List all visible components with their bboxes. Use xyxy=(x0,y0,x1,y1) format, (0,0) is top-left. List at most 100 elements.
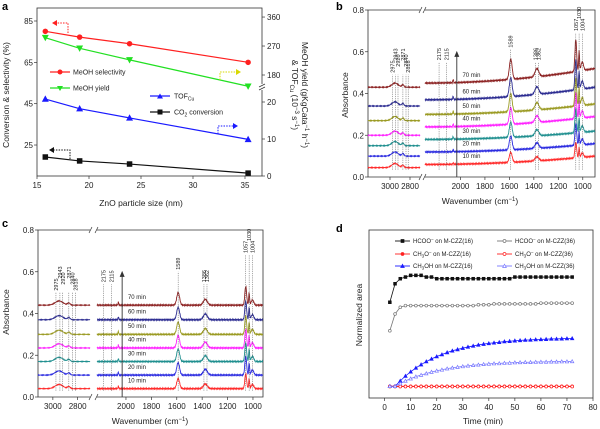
data-point xyxy=(445,276,449,281)
data-point xyxy=(439,352,445,357)
trace-time-label: 20 min xyxy=(128,365,146,371)
data-point xyxy=(565,384,569,389)
y-tick-label: 0.2 xyxy=(353,131,365,140)
data-point xyxy=(424,275,429,279)
data-point xyxy=(403,373,408,378)
data-point xyxy=(554,275,559,279)
x-tick-label: 2000 xyxy=(117,402,135,411)
data-point xyxy=(455,276,460,281)
peak-label: 2840 xyxy=(71,272,77,284)
x-tick-label: 40 xyxy=(484,403,493,412)
series-line-2 xyxy=(45,98,249,140)
data-point xyxy=(455,364,460,369)
data-point xyxy=(565,275,569,279)
spectrum-trace-left xyxy=(367,100,421,108)
y-right-tick-label: 180 xyxy=(267,71,281,80)
x-tick-label: 3000 xyxy=(44,402,62,411)
data-point xyxy=(388,329,392,333)
y-tick-label: 0.8 xyxy=(353,6,365,15)
panel-d-ylabel: Normalized area xyxy=(354,284,364,347)
data-point xyxy=(461,303,465,308)
spectrum-trace-left xyxy=(367,150,421,158)
data-point xyxy=(533,359,538,364)
data-point xyxy=(398,305,403,310)
data-point xyxy=(539,275,543,279)
data-point xyxy=(513,384,517,389)
data-point xyxy=(388,300,392,304)
data-point xyxy=(434,384,439,389)
data-point xyxy=(461,384,465,389)
data-point xyxy=(476,303,481,307)
arrow-up-icon xyxy=(119,270,125,277)
peak-label: 1362 xyxy=(205,270,211,282)
data-point xyxy=(450,365,455,370)
data-point xyxy=(408,303,413,308)
spectrum-trace-right xyxy=(424,39,596,86)
data-point xyxy=(424,303,429,308)
data-point xyxy=(424,371,429,376)
y-tick-label: 0.4 xyxy=(353,90,365,99)
data-point xyxy=(450,303,455,308)
data-point xyxy=(543,359,549,364)
data-point xyxy=(554,301,559,305)
x-tick-label: 1200 xyxy=(549,182,567,191)
y-tick-label: 0.6 xyxy=(353,48,365,57)
data-point xyxy=(244,83,252,90)
data-point xyxy=(523,337,528,342)
panel-b-ylabel: Absorbance xyxy=(340,72,350,118)
data-point xyxy=(564,359,570,364)
panel-d-xlabel: Time (min) xyxy=(463,416,503,426)
x-tick-label: 1000 xyxy=(244,402,262,411)
data-point xyxy=(465,363,471,368)
data-point xyxy=(507,302,512,306)
peak-label: 2818 xyxy=(406,60,412,72)
peak-label: 2115 xyxy=(109,270,115,282)
peak-label: 2115 xyxy=(444,48,450,60)
peak-label: 1386 xyxy=(534,48,540,60)
data-point xyxy=(398,276,403,281)
axis-pointer-arrow xyxy=(217,125,233,134)
data-point xyxy=(418,372,424,377)
data-point xyxy=(41,95,49,102)
data-point xyxy=(565,301,569,305)
data-point xyxy=(507,384,512,389)
peak-label: 1362 xyxy=(536,48,542,60)
peak-label: 1004 xyxy=(580,19,586,31)
data-point xyxy=(414,303,418,308)
y-right-tick-label: 20 xyxy=(267,98,276,107)
peak-label: 1030 xyxy=(577,7,583,19)
y-right-tick-label: 360 xyxy=(267,13,281,22)
peak-label: 2943 xyxy=(58,266,64,278)
data-point xyxy=(429,303,434,308)
data-point xyxy=(429,356,434,361)
legend-ch3oh-16: CH3OH on M-CZZ(16) xyxy=(413,264,473,271)
spectrum-trace-left xyxy=(37,369,91,377)
data-point xyxy=(487,276,491,281)
data-point xyxy=(434,354,439,359)
data-point xyxy=(429,384,434,389)
y-tick-label: 0.6 xyxy=(23,268,35,277)
data-point xyxy=(491,361,497,366)
data-point xyxy=(419,273,423,278)
y-right-tick-label: 10 xyxy=(267,135,276,144)
spectrum-trace-right xyxy=(424,77,596,117)
data-point xyxy=(559,275,564,279)
series-line-3 xyxy=(45,156,249,174)
data-point xyxy=(570,301,574,305)
peak-label: 1004 xyxy=(250,241,256,253)
data-point xyxy=(549,336,554,341)
trace-time-label: 60 min xyxy=(128,310,146,316)
data-point xyxy=(554,384,559,389)
trace-time-label: 10 min xyxy=(462,154,480,160)
series-line-1 xyxy=(389,302,573,331)
data-point xyxy=(492,276,496,281)
y-right-tick-label: 0 xyxy=(267,172,272,181)
panel-label-d: d xyxy=(336,223,343,235)
data-point xyxy=(554,359,559,364)
peak-label: 2818 xyxy=(73,278,79,290)
data-point xyxy=(414,384,418,389)
x-tick-label: 2800 xyxy=(69,402,87,411)
data-point xyxy=(126,57,134,64)
peak-label: 1057 xyxy=(574,19,580,31)
spectrum-trace-right xyxy=(96,372,263,391)
